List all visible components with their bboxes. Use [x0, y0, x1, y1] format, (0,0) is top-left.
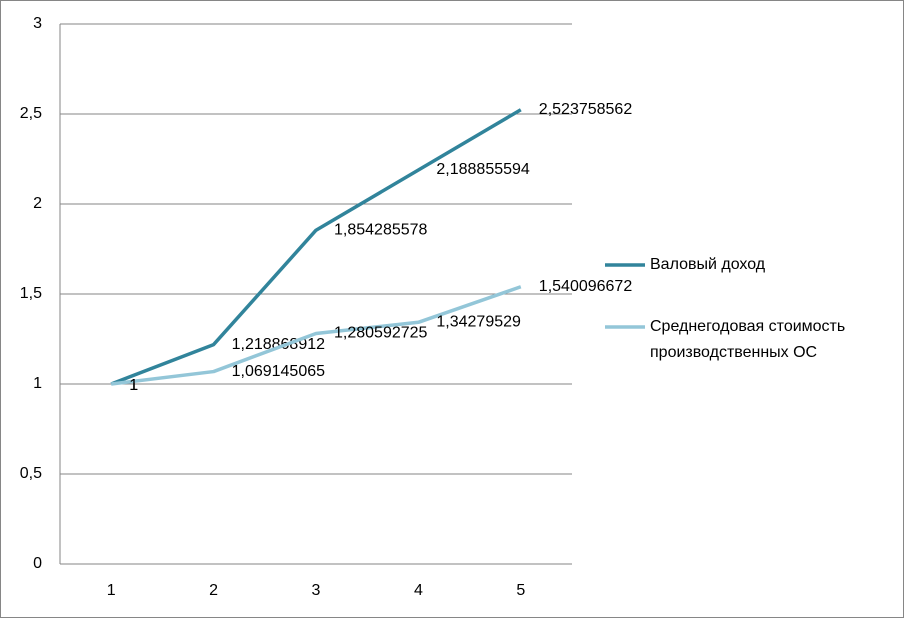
y-tick-label: 1,5 [20, 285, 42, 302]
data-label: 1,280592725 [334, 325, 428, 342]
x-tick-label: 4 [414, 582, 423, 599]
y-tick-label: 0,5 [20, 465, 42, 482]
data-label: 2,188855594 [436, 161, 530, 178]
series-line [110, 285, 522, 386]
data-label: 1,069145065 [232, 363, 326, 380]
x-tick-label: 1 [107, 582, 116, 599]
y-tick-label: 3 [33, 15, 42, 32]
data-label: 1 [129, 377, 138, 394]
legend-label: Валовый доход [650, 256, 766, 273]
data-label: 2,523758562 [539, 101, 633, 118]
data-label: 1,540096672 [539, 278, 633, 295]
x-tick-label: 3 [312, 582, 321, 599]
data-label: 1 [129, 377, 138, 394]
series-line [110, 108, 522, 386]
x-tick-label: 2 [209, 582, 218, 599]
legend-label: Среднегодовая стоимость производственных … [650, 318, 845, 361]
data-label: 1,34279529 [436, 314, 521, 331]
y-tick-label: 2,5 [20, 105, 42, 122]
y-tick-label: 2 [33, 195, 42, 212]
y-tick-label: 0 [33, 555, 42, 572]
data-label: 1,218868912 [232, 336, 326, 353]
x-tick-label: 5 [516, 582, 525, 599]
y-tick-label: 1 [33, 375, 42, 392]
data-label: 1,854285578 [334, 221, 428, 238]
